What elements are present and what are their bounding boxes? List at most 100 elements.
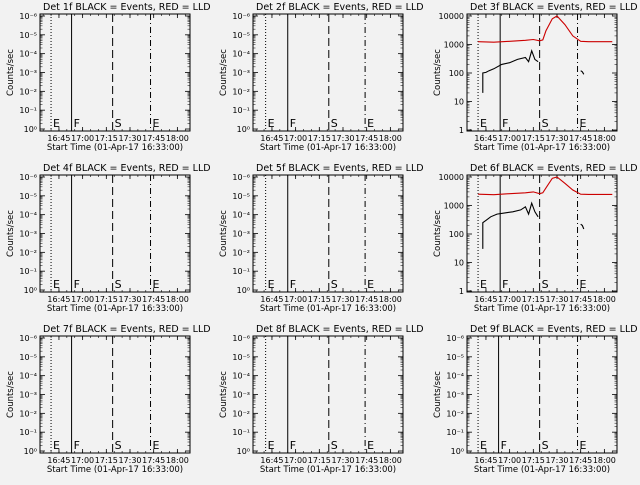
- y-tick-label: 10⁻⁵: [232, 31, 250, 40]
- events-rate-line: [580, 70, 585, 75]
- panel-title: Det 9f BLACK = Events, RED = LLD: [470, 324, 638, 335]
- marker-label-e2: E: [580, 117, 587, 130]
- y-tick-label: 10: [454, 98, 464, 107]
- y-tick-label: 10⁻¹: [232, 106, 250, 115]
- y-tick-label: 10⁻¹: [232, 267, 250, 276]
- y-tick-label: 10⁰: [237, 125, 250, 134]
- y-axis-label: Counts/sec: [433, 49, 443, 96]
- y-tick-label: 10⁻³: [19, 391, 37, 400]
- marker-label-e1: E: [480, 278, 487, 291]
- panel-title: Det 5f BLACK = Events, RED = LLD: [256, 163, 424, 174]
- x-axis-label: Start Time (01-Apr-17 16:33:00): [47, 143, 183, 153]
- marker-label-f: F: [501, 439, 507, 452]
- x-tick-label: 18:00: [593, 134, 616, 143]
- y-tick-label: 10⁰: [24, 125, 37, 134]
- x-tick-label: 17:45: [355, 295, 378, 304]
- events-rate-line: [482, 49, 539, 93]
- marker-label-e2: E: [153, 439, 160, 452]
- x-tick-label: 16:45: [47, 295, 70, 304]
- axes-frame: [39, 174, 191, 293]
- x-tick-label: 17:30: [545, 295, 568, 304]
- y-tick-label: 1000: [444, 202, 464, 211]
- y-tick-label: 10⁻²: [446, 409, 464, 418]
- x-tick-label: 18:00: [593, 295, 616, 304]
- x-tick-label: 17:30: [331, 456, 354, 465]
- panel-title: Det 8f BLACK = Events, RED = LLD: [256, 324, 424, 335]
- x-tick-label: 17:30: [331, 295, 354, 304]
- x-tick-label: 17:15: [95, 456, 118, 465]
- x-tick-label: 16:45: [260, 134, 283, 143]
- y-axis-label: Counts/sec: [219, 210, 229, 257]
- x-tick-label: 18:00: [379, 295, 402, 304]
- y-axis-label: Counts/sec: [219, 371, 229, 418]
- y-tick-label: 10⁻⁴: [19, 50, 37, 59]
- panel-title: Det 4f BLACK = Events, RED = LLD: [43, 163, 211, 174]
- x-tick-label: 17:30: [331, 134, 354, 143]
- x-tick-label: 18:00: [166, 134, 189, 143]
- y-axis-label: Counts/sec: [219, 49, 229, 96]
- axes-frame: [39, 335, 191, 454]
- marker-label-e2: E: [367, 439, 374, 452]
- y-tick-label: 10⁻³: [232, 69, 250, 78]
- marker-label-e1: E: [53, 278, 60, 291]
- marker-label-f: F: [74, 278, 80, 291]
- x-axis-label: Start Time (01-Apr-17 16:33:00): [260, 465, 396, 475]
- x-tick-label: 17:15: [522, 134, 545, 143]
- y-tick-label: 10⁻⁶: [19, 334, 37, 343]
- y-tick-label: 10⁻¹: [232, 428, 250, 437]
- events-rate-line: [580, 223, 585, 230]
- axes-frame: [39, 13, 191, 132]
- x-tick-label: 17:00: [71, 134, 94, 143]
- y-tick-label: 1000: [444, 41, 464, 50]
- panel-title: Det 1f BLACK = Events, RED = LLD: [43, 2, 211, 13]
- x-tick-label: 17:45: [142, 134, 165, 143]
- y-axis-label: Counts/sec: [6, 371, 16, 418]
- marker-label-s: S: [115, 439, 122, 452]
- x-tick-label: 16:45: [474, 456, 497, 465]
- x-tick-label: 17:00: [71, 295, 94, 304]
- lld-rate-line: [478, 176, 613, 196]
- x-tick-label: 17:30: [545, 134, 568, 143]
- x-tick-label: 16:45: [474, 295, 497, 304]
- x-tick-label: 16:45: [47, 456, 70, 465]
- marker-label-e1: E: [480, 439, 487, 452]
- axes-frame: [252, 174, 404, 293]
- marker-label-e1: E: [53, 117, 60, 130]
- marker-label-f: F: [74, 439, 80, 452]
- marker-label-f: F: [290, 117, 296, 130]
- y-axis-label: Counts/sec: [6, 49, 16, 96]
- y-tick-label: 10⁻³: [19, 69, 37, 78]
- panel-title: Det 2f BLACK = Events, RED = LLD: [256, 2, 424, 13]
- marker-label-e1: E: [268, 117, 275, 130]
- x-axis-label: Start Time (01-Apr-17 16:33:00): [260, 143, 396, 153]
- y-tick-label: 10⁻²: [19, 248, 37, 257]
- x-tick-label: 17:30: [545, 456, 568, 465]
- x-tick-label: 16:45: [260, 295, 283, 304]
- x-tick-label: 16:45: [47, 134, 70, 143]
- y-tick-label: 10⁻⁴: [232, 211, 250, 220]
- x-tick-label: 17:45: [355, 134, 378, 143]
- axes-frame: [466, 13, 618, 132]
- marker-label-e2: E: [580, 439, 587, 452]
- marker-label-e1: E: [268, 439, 275, 452]
- y-tick-label: 10⁻⁵: [232, 353, 250, 362]
- marker-label-s: S: [331, 117, 338, 130]
- y-tick-label: 10⁰: [24, 447, 37, 456]
- marker-label-f: F: [74, 117, 80, 130]
- y-tick-label: 10⁻³: [232, 230, 250, 239]
- marker-label-s: S: [115, 117, 122, 130]
- y-tick-label: 10⁰: [237, 286, 250, 295]
- y-tick-label: 10⁻⁵: [19, 192, 37, 201]
- marker-label-f: F: [290, 278, 296, 291]
- y-tick-label: 10⁻⁴: [446, 372, 464, 381]
- x-tick-label: 17:00: [498, 456, 521, 465]
- x-tick-label: 17:00: [284, 134, 307, 143]
- y-axis-label: Counts/sec: [433, 210, 443, 257]
- x-tick-label: 17:15: [308, 456, 331, 465]
- marker-label-s: S: [331, 439, 338, 452]
